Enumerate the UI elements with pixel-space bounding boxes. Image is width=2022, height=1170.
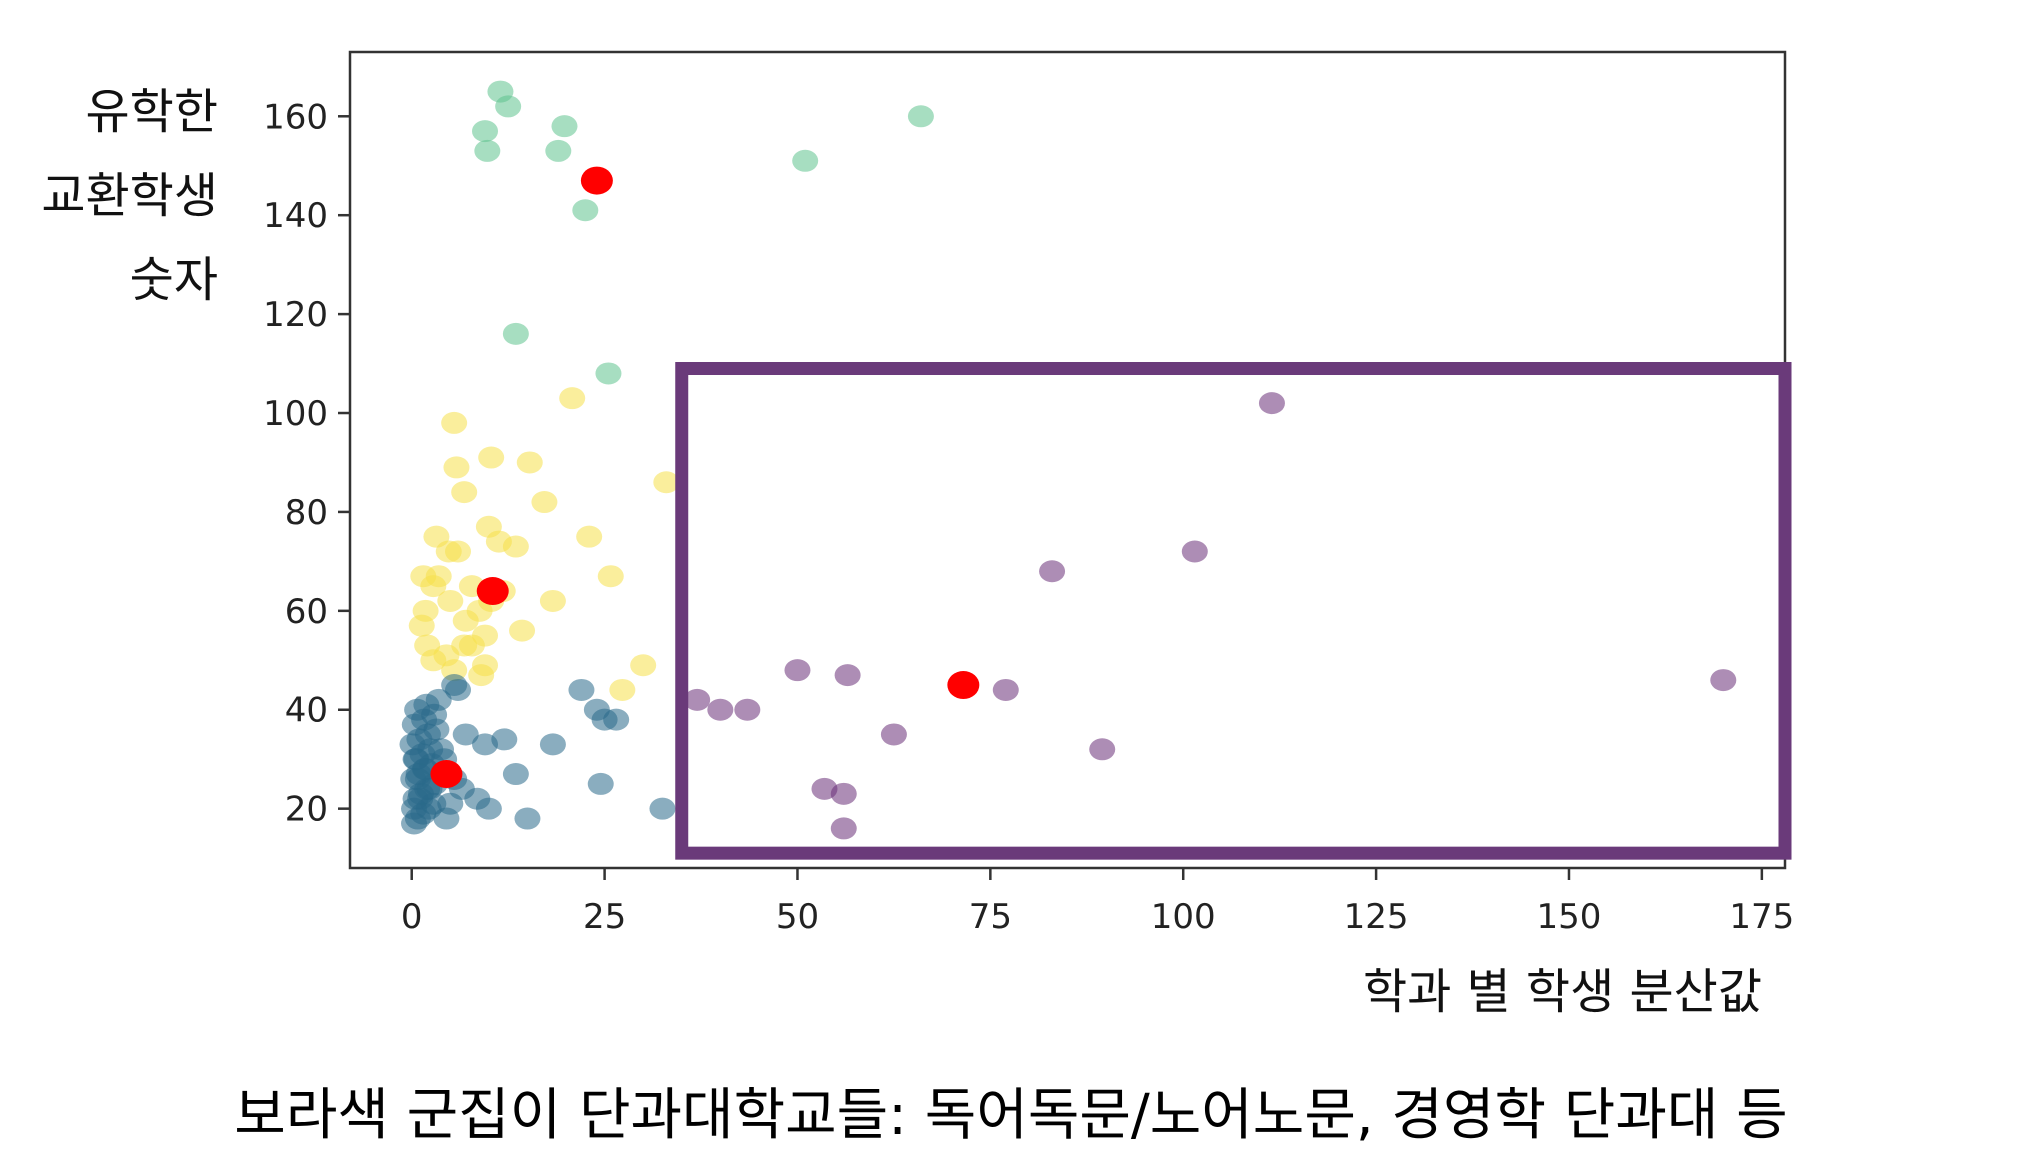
scatter-chart: 0 25 50 75 100 125 150 175 20 40 60 80 100 120 140 160… bbox=[41, 50, 1794, 1020]
teal-cluster-point bbox=[603, 708, 630, 731]
teal-cluster-point bbox=[425, 688, 452, 711]
yellow-cluster-point bbox=[437, 589, 464, 612]
yellow-cluster-point bbox=[443, 456, 470, 479]
yellow-cluster-point bbox=[609, 678, 636, 701]
green-cluster-point bbox=[545, 139, 572, 162]
x-axis-label: 학과 별 학생 분산값 bbox=[1363, 964, 1762, 1020]
purple-cluster-point bbox=[707, 698, 734, 721]
teal-cluster-point bbox=[539, 733, 566, 756]
yellow-cluster-point bbox=[653, 471, 680, 494]
points-layer bbox=[399, 80, 1737, 840]
yellow-cluster-point bbox=[420, 649, 447, 672]
teal-cluster-point bbox=[568, 678, 595, 701]
purple-cluster-highlight-box bbox=[675, 362, 1792, 860]
yellow-cluster-point bbox=[408, 614, 435, 637]
yellow-cluster-point bbox=[509, 619, 536, 642]
purple-cluster-point bbox=[830, 817, 857, 840]
figure-caption: 보라색 군집이 단과대학교들: 독어독문/노어노문, 경영학 단과대 등 bbox=[234, 1083, 1788, 1148]
teal-cluster-point bbox=[441, 674, 468, 697]
purple-cluster-point bbox=[1710, 669, 1737, 692]
y-tick-label: 80 bbox=[285, 493, 328, 533]
purple-cluster-point bbox=[1039, 560, 1066, 583]
centroid-point bbox=[580, 166, 613, 195]
y-tick-label: 160 bbox=[263, 97, 328, 137]
purple-cluster-point bbox=[1258, 392, 1285, 415]
teal-cluster-point bbox=[514, 807, 541, 830]
y-axis-ticks: 20 40 60 80 100 120 140 160 bbox=[263, 97, 350, 830]
yellow-cluster-point bbox=[458, 634, 485, 657]
purple-cluster-point bbox=[880, 723, 907, 746]
yellow-cluster-point bbox=[539, 589, 566, 612]
x-tick-label: 50 bbox=[776, 897, 819, 937]
y-tick-label: 20 bbox=[285, 790, 328, 830]
purple-cluster-point bbox=[1181, 540, 1208, 563]
yellow-cluster-point bbox=[597, 565, 624, 588]
x-tick-label: 25 bbox=[583, 897, 626, 937]
y-axis-label-line-2: 교환학생 bbox=[41, 168, 218, 224]
green-cluster-point bbox=[495, 95, 522, 118]
purple-cluster-point bbox=[834, 664, 861, 687]
x-axis-ticks: 0 25 50 75 100 125 150 175 bbox=[401, 868, 1794, 937]
purple-cluster-point bbox=[1089, 738, 1116, 761]
yellow-cluster-point bbox=[451, 481, 478, 504]
green-cluster-point bbox=[502, 322, 529, 345]
green-cluster-point bbox=[474, 139, 501, 162]
x-tick-label: 150 bbox=[1537, 897, 1602, 937]
x-tick-label: 0 bbox=[401, 897, 423, 937]
yellow-cluster-point bbox=[420, 575, 447, 598]
yellow-cluster-point bbox=[441, 411, 468, 434]
y-tick-label: 140 bbox=[263, 196, 328, 236]
x-tick-label: 125 bbox=[1344, 897, 1409, 937]
y-tick-label: 40 bbox=[285, 691, 328, 731]
green-cluster-point bbox=[551, 115, 578, 138]
teal-cluster-point bbox=[502, 763, 529, 786]
yellow-cluster-point bbox=[452, 609, 479, 632]
green-cluster-point bbox=[907, 105, 934, 128]
yellow-cluster-point bbox=[630, 654, 657, 677]
yellow-cluster-point bbox=[478, 446, 505, 469]
yellow-cluster-point bbox=[502, 535, 529, 558]
teal-cluster-point bbox=[587, 772, 614, 795]
teal-cluster-point bbox=[649, 797, 676, 820]
green-cluster-point bbox=[792, 149, 819, 172]
centroid-point bbox=[476, 577, 509, 606]
yellow-cluster-point bbox=[531, 491, 558, 514]
purple-cluster-point bbox=[734, 698, 761, 721]
purple-cluster-point bbox=[784, 659, 811, 682]
green-cluster-point bbox=[595, 362, 622, 385]
y-tick-label: 120 bbox=[263, 295, 328, 335]
centroid-point bbox=[947, 671, 980, 700]
yellow-cluster-point bbox=[516, 451, 543, 474]
purple-cluster-point bbox=[830, 782, 857, 805]
purple-cluster-point bbox=[992, 678, 1019, 701]
teal-cluster-point bbox=[583, 698, 610, 721]
yellow-cluster-point bbox=[445, 540, 472, 563]
x-tick-label: 100 bbox=[1151, 897, 1216, 937]
centroid-point bbox=[430, 760, 463, 789]
y-tick-label: 60 bbox=[285, 592, 328, 632]
yellow-cluster-point bbox=[559, 387, 586, 410]
green-cluster-point bbox=[472, 120, 499, 143]
teal-cluster-point bbox=[472, 733, 499, 756]
yellow-cluster-point bbox=[468, 664, 495, 687]
centroids-layer bbox=[430, 166, 980, 789]
x-tick-label: 75 bbox=[969, 897, 1012, 937]
y-axis-label-line-1: 유학한 bbox=[86, 84, 218, 140]
teal-cluster-point bbox=[452, 723, 479, 746]
y-axis-label-line-3: 숫자 bbox=[130, 252, 218, 308]
y-tick-label: 100 bbox=[263, 394, 328, 434]
purple-cluster-point bbox=[684, 688, 711, 711]
teal-cluster-point bbox=[402, 748, 429, 771]
yellow-cluster-point bbox=[576, 525, 603, 548]
teal-cluster-point bbox=[475, 797, 502, 820]
x-tick-label: 175 bbox=[1729, 897, 1794, 937]
green-cluster-point bbox=[572, 199, 599, 222]
